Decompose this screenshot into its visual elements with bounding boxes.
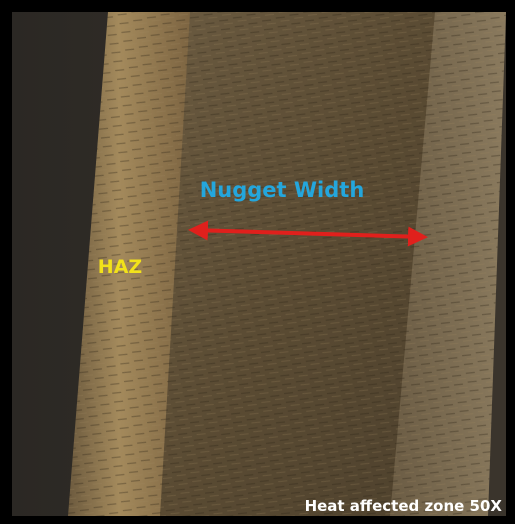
haz-label: HAZ [98,256,142,278]
nugget-label: Nugget Width [200,178,365,202]
micrograph: Nugget Width HAZ Heat affected zone 50X [0,0,515,524]
caption: Heat affected zone 50X [305,497,503,515]
